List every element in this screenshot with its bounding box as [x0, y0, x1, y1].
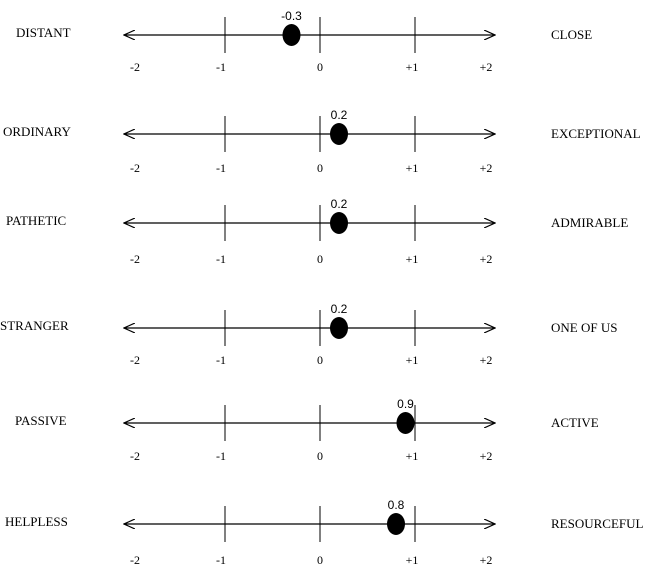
tick-label: -1	[216, 449, 226, 463]
tick-label: +1	[406, 161, 419, 175]
tick-label: -2	[130, 449, 140, 463]
value-label: 0.2	[331, 302, 348, 316]
tick-label: +1	[406, 60, 419, 74]
value-label: 0.8	[388, 498, 405, 512]
left-pole-label: HELPLESS	[5, 514, 68, 529]
tick-label: +2	[480, 60, 493, 74]
left-pole-label: PASSIVE	[15, 413, 67, 428]
value-marker	[387, 513, 405, 535]
right-pole-label: ACTIVE	[551, 415, 599, 430]
scale-row: HELPLESS RESOURCEFUL -2 -1 0 +1 +2 0.8	[5, 498, 644, 567]
tick-label: +1	[406, 553, 419, 567]
tick-label: -1	[216, 553, 226, 567]
tick-label: +2	[480, 353, 493, 367]
right-pole-label: ONE OF US	[551, 320, 617, 335]
tick-label: -2	[130, 553, 140, 567]
tick-label: 0	[317, 353, 323, 367]
scale-row: PATHETIC ADMIRABLE -2 -1 0 +1 +2 0.2	[6, 197, 628, 266]
scale-row: DISTANT CLOSE -2 -1 0 +1 +2 -0.3	[16, 9, 592, 74]
left-pole-label: PATHETIC	[6, 213, 66, 228]
value-marker	[330, 123, 348, 145]
tick-label: -1	[216, 252, 226, 266]
tick-label: -2	[130, 353, 140, 367]
tick-label: -2	[130, 60, 140, 74]
tick-label: -2	[130, 252, 140, 266]
left-pole-label: STRANGER	[0, 318, 69, 333]
value-label: 0.2	[331, 108, 348, 122]
tick-label: +2	[480, 161, 493, 175]
tick-label: +1	[406, 449, 419, 463]
value-label: 0.2	[331, 197, 348, 211]
tick-label: 0	[317, 553, 323, 567]
tick-label: +2	[480, 449, 493, 463]
value-label: 0.9	[397, 397, 414, 411]
scale-row: PASSIVE ACTIVE -2 -1 0 +1 +2 0.9	[15, 397, 599, 463]
right-pole-label: RESOURCEFUL	[551, 516, 644, 531]
value-marker	[396, 412, 415, 434]
value-label: -0.3	[281, 9, 302, 23]
tick-label: +2	[480, 252, 493, 266]
value-marker	[330, 212, 348, 234]
left-pole-label: DISTANT	[16, 25, 71, 40]
tick-label: -1	[216, 161, 226, 175]
right-pole-label: ADMIRABLE	[551, 215, 628, 230]
value-marker	[282, 24, 301, 46]
tick-label: +1	[406, 353, 419, 367]
tick-label: +1	[406, 252, 419, 266]
tick-label: -1	[216, 60, 226, 74]
scale-row: ORDINARY EXCEPTIONAL -2 -1 0 +1 +2 0.2	[3, 108, 641, 175]
tick-label: 0	[317, 449, 323, 463]
tick-label: 0	[317, 60, 323, 74]
tick-label: 0	[317, 161, 323, 175]
tick-label: 0	[317, 252, 323, 266]
tick-label: -1	[216, 353, 226, 367]
scale-row: STRANGER ONE OF US -2 -1 0 +1 +2 0.2	[0, 302, 617, 367]
left-pole-label: ORDINARY	[3, 124, 72, 139]
right-pole-label: EXCEPTIONAL	[551, 126, 641, 141]
value-marker	[330, 317, 348, 339]
right-pole-label: CLOSE	[551, 27, 592, 42]
tick-label: +2	[480, 553, 493, 567]
tick-label: -2	[130, 161, 140, 175]
